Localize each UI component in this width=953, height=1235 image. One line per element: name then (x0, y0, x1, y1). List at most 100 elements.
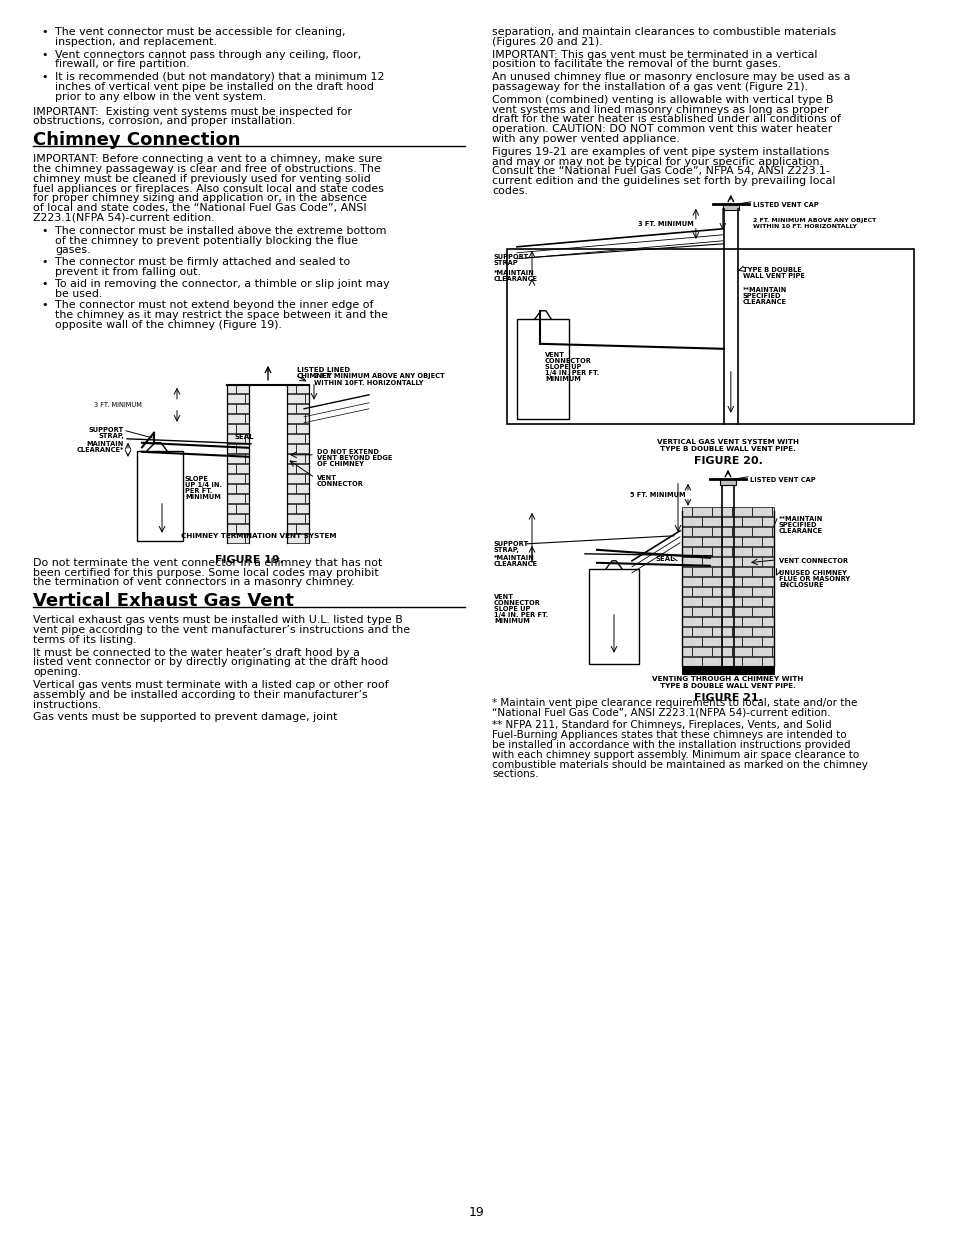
Bar (721, 577, 741, 585)
Text: 2 FT. MINIMUM ABOVE ANY OBJECT: 2 FT. MINIMUM ABOVE ANY OBJECT (314, 373, 444, 379)
Bar (761, 557, 773, 566)
Text: Z223.1(NFPA 54)-current edition.: Z223.1(NFPA 54)-current edition. (33, 212, 214, 224)
Bar (235, 404, 249, 412)
Bar (711, 627, 731, 636)
Bar (731, 567, 751, 576)
Bar (681, 547, 691, 556)
Bar (235, 525, 249, 532)
Bar (711, 508, 731, 516)
Text: DO NOT EXTEND: DO NOT EXTEND (316, 448, 378, 454)
Text: OF CHIMNEY: OF CHIMNEY (316, 461, 364, 467)
Text: An unused chimney flue or masonry enclosure may be used as a: An unused chimney flue or masonry enclos… (492, 72, 850, 83)
Text: *MAINTAIN: *MAINTAIN (494, 269, 535, 275)
Bar (287, 425, 295, 432)
Bar (751, 567, 771, 576)
Text: 19: 19 (469, 1207, 484, 1219)
Text: VENT BEYOND EDGE: VENT BEYOND EDGE (316, 454, 392, 461)
Bar (761, 598, 773, 606)
Text: MAINTAIN: MAINTAIN (87, 441, 124, 447)
Bar (761, 657, 773, 666)
Text: Gas vents must be supported to prevent damage, joint: Gas vents must be supported to prevent d… (33, 713, 337, 722)
Bar (305, 414, 309, 422)
Text: To aid in removing the connector, a thimble or slip joint may: To aid in removing the connector, a thim… (55, 279, 389, 289)
Text: gases.: gases. (55, 246, 91, 256)
Bar (771, 588, 773, 595)
Bar (701, 657, 721, 666)
Text: It must be connected to the water heater’s draft hood by a: It must be connected to the water heater… (33, 647, 359, 657)
Text: combustible materials should be maintained as marked on the chimney: combustible materials should be maintain… (492, 760, 867, 769)
Bar (711, 647, 731, 656)
Bar (235, 504, 249, 513)
Bar (751, 647, 771, 656)
Bar (227, 504, 235, 513)
Text: UNUSED CHIMNEY: UNUSED CHIMNEY (779, 569, 846, 576)
Text: and may or may not be typical for your specific application.: and may or may not be typical for your s… (492, 157, 822, 167)
Text: Chimney Connection: Chimney Connection (33, 131, 240, 149)
Bar (681, 627, 691, 636)
Bar (731, 627, 751, 636)
Text: current edition and the guidelines set forth by prevailing local: current edition and the guidelines set f… (492, 177, 835, 186)
Text: Vertical gas vents must terminate with a listed cap or other roof: Vertical gas vents must terminate with a… (33, 680, 388, 690)
Bar (287, 384, 295, 393)
Text: CHIMNEY: CHIMNEY (296, 373, 333, 379)
Text: •: • (41, 72, 48, 83)
Bar (227, 435, 245, 443)
Text: VENTING THROUGH A CHIMNEY WITH: VENTING THROUGH A CHIMNEY WITH (652, 676, 802, 682)
Text: inspection, and replacement.: inspection, and replacement. (55, 37, 216, 47)
Text: prevent it from falling out.: prevent it from falling out. (55, 267, 201, 277)
Text: SUPPORT: SUPPORT (494, 254, 529, 259)
Text: •: • (41, 279, 48, 289)
Bar (227, 474, 245, 483)
Bar (731, 527, 751, 536)
Bar (305, 394, 309, 403)
Bar (741, 557, 761, 566)
Text: SPECIFIED: SPECIFIED (742, 293, 781, 299)
Text: FIGURE 21.: FIGURE 21. (693, 693, 761, 703)
Text: **MAINTAIN: **MAINTAIN (742, 287, 786, 293)
Text: FIGURE 20.: FIGURE 20. (693, 456, 761, 466)
Bar (295, 425, 309, 432)
Text: CLEARANCE: CLEARANCE (494, 275, 537, 282)
Bar (681, 608, 691, 616)
Text: draft for the water heater is established under all conditions of: draft for the water heater is establishe… (492, 115, 840, 125)
Bar (721, 517, 741, 526)
Bar (295, 484, 309, 493)
Text: The connector must be firmly attached and sealed to: The connector must be firmly attached an… (55, 257, 350, 267)
Bar (137, 451, 183, 541)
Bar (227, 535, 245, 543)
Bar (295, 504, 309, 513)
Text: of the chimney to prevent potentially blocking the flue: of the chimney to prevent potentially bl… (55, 236, 357, 246)
Bar (771, 567, 773, 576)
Bar (245, 454, 249, 463)
Bar (245, 494, 249, 503)
Text: opposite wall of the chimney (Figure 19).: opposite wall of the chimney (Figure 19)… (55, 320, 281, 330)
Bar (295, 384, 309, 393)
Bar (245, 394, 249, 403)
Bar (691, 588, 711, 595)
Bar (287, 535, 305, 543)
Text: vent pipe according to the vent manufacturer’s instructions and the: vent pipe according to the vent manufact… (33, 625, 410, 635)
Text: with any power vented appliance.: with any power vented appliance. (492, 135, 679, 144)
Bar (691, 627, 711, 636)
Text: operation. CAUTION: DO NOT common vent this water heater: operation. CAUTION: DO NOT common vent t… (492, 125, 832, 135)
Text: sections.: sections. (492, 769, 538, 779)
Bar (711, 588, 731, 595)
Text: •: • (41, 27, 48, 37)
Bar (681, 517, 701, 526)
Text: * Maintain vent pipe clearance requirements to local, state and/or the: * Maintain vent pipe clearance requireme… (492, 698, 857, 708)
Bar (701, 637, 721, 646)
Text: VERTICAL GAS VENT SYSTEM WITH: VERTICAL GAS VENT SYSTEM WITH (657, 438, 799, 445)
Bar (287, 404, 295, 412)
Text: **MAINTAIN: **MAINTAIN (779, 516, 822, 522)
Text: of local and state codes, the “National Fuel Gas Code”, ANSI: of local and state codes, the “National … (33, 204, 366, 214)
Bar (711, 547, 731, 556)
Bar (691, 567, 711, 576)
Bar (681, 557, 701, 566)
Text: WALL VENT PIPE: WALL VENT PIPE (742, 273, 804, 279)
Text: Vent connectors cannot pass through any ceiling, floor,: Vent connectors cannot pass through any … (55, 49, 361, 59)
Bar (771, 608, 773, 616)
Text: CONNECTOR: CONNECTOR (316, 480, 363, 487)
Text: passageway for the installation of a gas vent (Figure 21).: passageway for the installation of a gas… (492, 82, 807, 91)
Text: LISTED VENT CAP: LISTED VENT CAP (749, 477, 815, 483)
Bar (305, 514, 309, 522)
